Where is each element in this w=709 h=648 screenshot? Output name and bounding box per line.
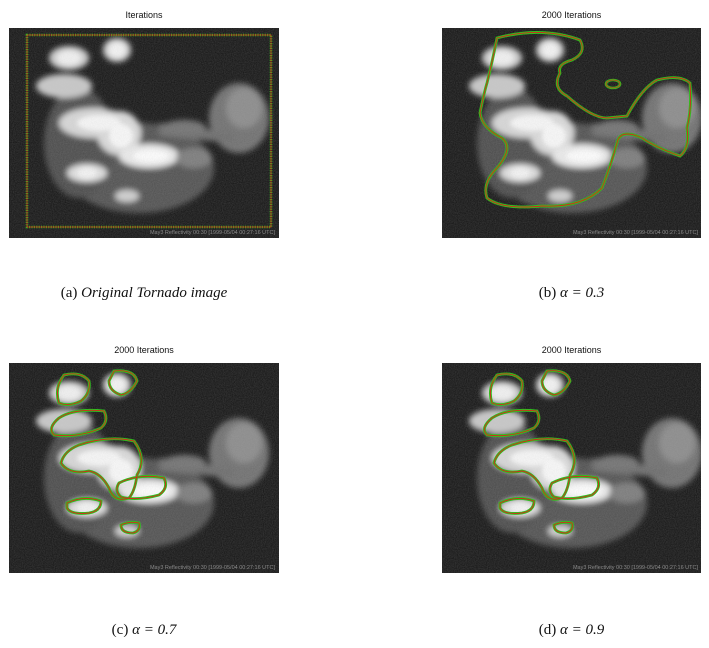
- panel-c-title: 2000 Iterations: [114, 345, 174, 355]
- panel-d-contour: [483, 369, 601, 535]
- panel-d-title: 2000 Iterations: [541, 345, 602, 355]
- panel-a-title: Iterations: [125, 10, 163, 20]
- panel-b-image: May3 Reflectivity 00:30 [1999-05/04 00:2…: [442, 28, 701, 238]
- panel-d-watermark: May3 Reflectivity 00:30 [1999-05/04 00:2…: [573, 565, 699, 571]
- caption-a-text: Original Tornado image: [81, 285, 228, 301]
- panel-c: 2000 Iterations May3 Reflectivity 00:30 …: [9, 345, 279, 577]
- panel-b-contour: [478, 31, 692, 209]
- caption-c-label: (c): [111, 622, 129, 638]
- panel-a-image: May3 Reflectivity 00:30 [1999-05/04 00:2…: [9, 28, 279, 238]
- caption-c-math: α = 0.7: [132, 622, 177, 638]
- caption-b: (b) α = 0.3: [442, 285, 701, 302]
- panel-d-image: May3 Reflectivity 00:30 [1999-05/04 00:2…: [442, 363, 701, 573]
- caption-d: (d) α = 0.9: [442, 622, 701, 639]
- panel-c-image: May3 Reflectivity 00:30 [1999-05/04 00:2…: [9, 363, 279, 573]
- panel-b-title: 2000 Iterations: [541, 10, 602, 20]
- caption-a: (a) Original Tornado image: [9, 285, 279, 302]
- caption-c: (c) α = 0.7: [9, 622, 279, 639]
- caption-a-label: (a): [60, 285, 78, 301]
- panel-b-watermark: May3 Reflectivity 00:30 [1999-05/04 00:2…: [573, 230, 699, 236]
- panel-a: Iterations May3 Reflectivity 00:30 [1999…: [9, 10, 279, 242]
- caption-d-math: α = 0.9: [560, 622, 605, 638]
- panel-c-watermark: May3 Reflectivity 00:30 [1999-05/04 00:2…: [150, 565, 276, 571]
- panel-a-watermark: May3 Reflectivity 00:30 [1999-05/04 00:2…: [150, 230, 276, 236]
- panel-b: 2000 Iterations May3 Reflectivity 00:30 …: [442, 10, 709, 242]
- panel-c-contour: [50, 369, 168, 535]
- panel-d: 2000 Iterations May3 Reflectivity 00:30 …: [442, 345, 709, 577]
- caption-b-math: α = 0.3: [560, 285, 605, 301]
- caption-d-label: (d): [538, 622, 557, 638]
- caption-b-label: (b): [538, 285, 557, 301]
